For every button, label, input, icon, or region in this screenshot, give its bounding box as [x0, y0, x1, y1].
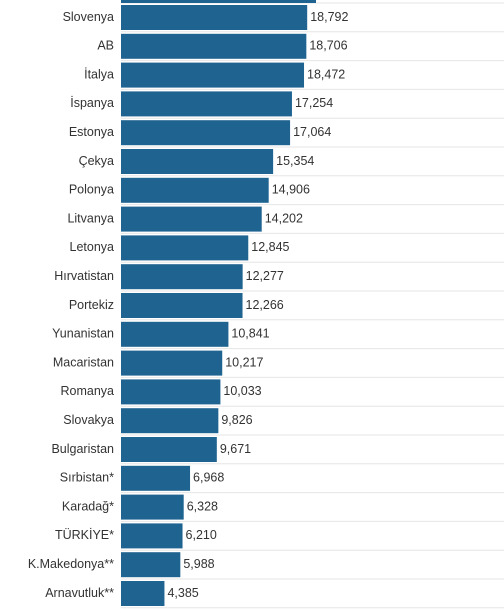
category-label: Arnavutluk**: [45, 586, 114, 600]
value-label: 10,841: [231, 327, 269, 341]
bar: [121, 149, 274, 174]
value-label: 12,845: [251, 240, 289, 254]
bar: [121, 379, 221, 405]
value-labels: 18,792 18,706 18,472 17,254 17,064 15,354 14,9…: [167, 10, 348, 600]
value-label: 17,064: [293, 125, 331, 139]
category-label: Macaristan: [53, 355, 114, 369]
bar: [121, 206, 262, 232]
bar: [121, 437, 217, 462]
value-label: 18,472: [307, 67, 345, 81]
value-label: 6,968: [193, 471, 224, 485]
value-label: 9,671: [220, 442, 251, 456]
category-label: Romanya: [61, 384, 115, 398]
bar: [121, 465, 191, 491]
category-label: Bulgaristan: [51, 442, 114, 456]
value-label: 15,354: [276, 154, 314, 168]
value-label: 4,385: [167, 586, 198, 600]
bar: [121, 494, 184, 520]
bar: [121, 177, 269, 203]
category-label: Hırvatistan: [54, 269, 114, 283]
bar: [121, 62, 305, 88]
bar: [121, 120, 291, 146]
value-label: 5,988: [183, 557, 214, 571]
category-label: Çekya: [79, 154, 114, 168]
bar: [121, 235, 249, 261]
value-label: 9,826: [221, 413, 252, 427]
value-label: 6,210: [186, 528, 217, 542]
category-label: Polonya: [69, 183, 114, 197]
bar: [121, 350, 223, 376]
category-label: TÜRKİYE*: [55, 528, 114, 542]
category-label: İspanya: [70, 96, 114, 110]
bar: [121, 33, 307, 59]
bar: [121, 293, 243, 318]
value-label: 14,202: [265, 211, 303, 225]
category-label: Karadağ*: [62, 499, 114, 513]
value-label: 10,033: [223, 384, 261, 398]
category-label: İtalya: [84, 67, 114, 81]
bar: [121, 91, 292, 117]
bar: [121, 552, 181, 578]
category-label: Slovakya: [63, 413, 114, 427]
value-label: 12,277: [246, 269, 284, 283]
category-label: Letonya: [70, 240, 115, 254]
bar: [121, 264, 243, 290]
category-label: Sırbistan*: [60, 471, 114, 485]
value-label: 10,217: [225, 355, 263, 369]
bar: [121, 523, 183, 549]
value-label: 14,906: [272, 183, 310, 197]
bar: [121, 408, 219, 434]
value-label: 12,266: [246, 298, 284, 312]
gridlines: [121, 2, 504, 609]
bar: [121, 321, 229, 347]
value-label: 18,792: [310, 10, 348, 24]
category-label: K.Makedonya**: [28, 557, 114, 571]
bar-partial: [121, 0, 316, 3]
bars: [121, 0, 316, 606]
value-label: 18,706: [309, 39, 347, 53]
value-label: 6,328: [187, 499, 218, 513]
bar: [121, 5, 308, 30]
category-label: Estonya: [69, 125, 114, 139]
category-label: Litvanya: [67, 211, 114, 225]
category-labels: Slovenya AB İtalya İspanya Estonya Çekya Polon…: [28, 10, 114, 600]
value-label: 17,254: [295, 96, 333, 110]
category-label: Slovenya: [63, 10, 114, 24]
category-label: Yunanistan: [52, 327, 114, 341]
category-label: AB: [97, 39, 114, 53]
category-label: Portekiz: [69, 298, 114, 312]
bar: [121, 581, 165, 606]
